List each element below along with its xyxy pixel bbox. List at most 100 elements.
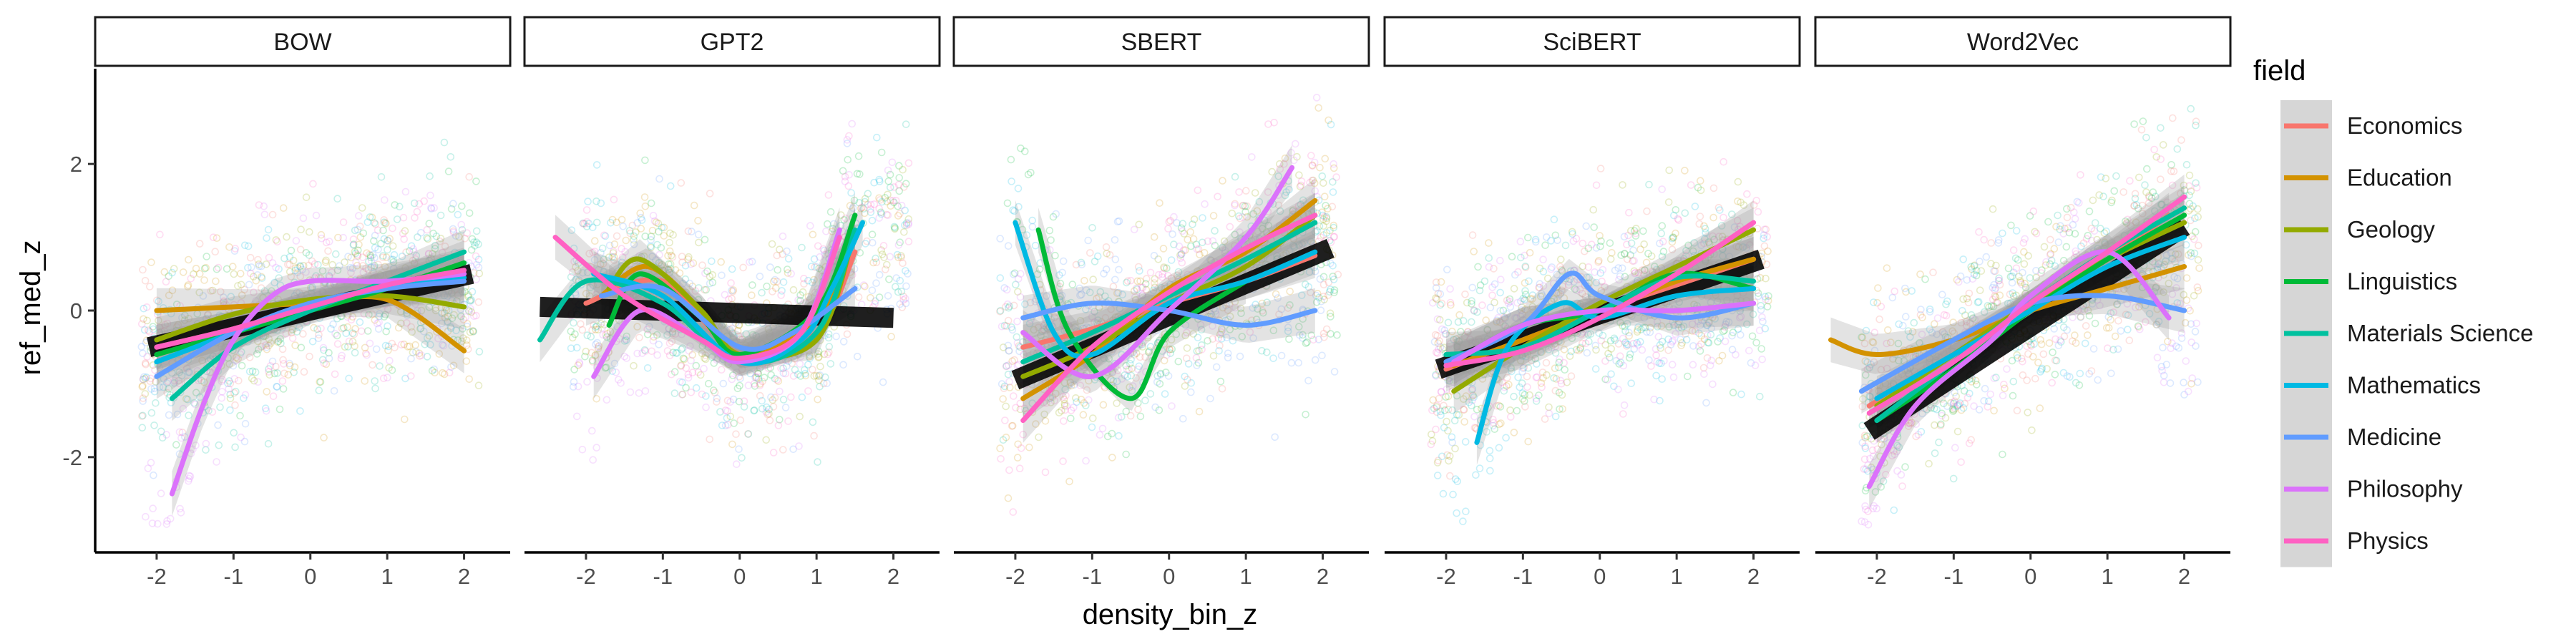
data-point [1607, 345, 1615, 353]
data-point [246, 253, 255, 262]
data-point [2043, 365, 2051, 373]
data-point [255, 260, 263, 268]
data-point [1556, 376, 1565, 385]
data-point [1633, 328, 1641, 336]
data-point [1623, 240, 1631, 249]
data-point [286, 260, 294, 268]
data-point [268, 357, 277, 366]
data-point [758, 288, 766, 297]
data-point [640, 346, 649, 354]
data-point [1495, 401, 1503, 410]
data-point [2182, 274, 2191, 282]
data-point [149, 323, 157, 331]
data-point [380, 235, 389, 243]
data-point [376, 310, 384, 318]
fit-line-philosophy [169, 271, 467, 497]
data-point [238, 361, 246, 370]
data-point [779, 369, 788, 377]
data-point [429, 250, 436, 258]
data-point [1317, 297, 1325, 306]
data-point [1002, 433, 1010, 441]
data-point [253, 350, 261, 358]
data-point [216, 403, 224, 411]
data-point [445, 369, 454, 377]
data-point [1156, 380, 1164, 388]
data-point [139, 375, 147, 384]
data-point [2185, 251, 2192, 259]
data-point [1991, 292, 1999, 300]
data-point [272, 362, 280, 371]
data-point [1095, 293, 1103, 301]
data-point [1664, 346, 1672, 354]
data-point [1281, 191, 1289, 200]
data-point [685, 346, 693, 355]
data-point [997, 322, 1006, 331]
data-point [1432, 371, 1440, 379]
data-point [1503, 361, 1511, 369]
data-point [371, 316, 379, 324]
facet-strip-label: GPT2 [701, 29, 764, 56]
data-point [744, 381, 753, 389]
data-point [735, 397, 743, 406]
data-point [240, 437, 249, 446]
data-point [1629, 257, 1636, 265]
data-point [1430, 338, 1439, 346]
data-point [649, 336, 658, 345]
data-point [1271, 433, 1279, 441]
data-point [2006, 290, 2014, 298]
data-point [1657, 344, 1664, 352]
data-point [897, 287, 906, 296]
data-point [789, 286, 798, 294]
data-point [879, 242, 888, 250]
data-point [709, 386, 718, 394]
data-point [1503, 382, 1511, 390]
data-point [688, 351, 697, 359]
data-point [1597, 336, 1605, 345]
data-point [447, 205, 456, 213]
data-point [436, 237, 444, 245]
data-point [1455, 337, 1463, 346]
data-point [1126, 411, 1135, 420]
data-point [1242, 187, 1250, 195]
data-point [1524, 364, 1533, 372]
data-point [1010, 301, 1018, 310]
data-point [1556, 355, 1563, 364]
plot-area [137, 138, 484, 528]
data-point [572, 263, 580, 271]
data-point [426, 341, 434, 349]
data-point [1307, 331, 1315, 340]
data-point [2052, 223, 2060, 231]
data-point [1170, 240, 1178, 248]
data-point [1478, 375, 1487, 383]
data-point [1209, 335, 1216, 343]
data-point [1874, 284, 1882, 292]
data-point [1082, 401, 1090, 409]
data-point [1077, 258, 1085, 267]
data-point [361, 349, 370, 358]
data-point [1626, 251, 1634, 259]
data-point [1008, 326, 1017, 334]
data-point [1433, 472, 1442, 479]
data-point [362, 264, 370, 273]
data-point [1163, 351, 1171, 359]
data-point [1890, 447, 1898, 455]
data-point [626, 388, 635, 396]
data-point [2187, 379, 2195, 388]
data-point [338, 351, 346, 360]
data-point [240, 286, 248, 294]
data-point [279, 356, 287, 364]
data-point [887, 333, 895, 341]
data-point [1752, 338, 1760, 347]
data-point [449, 361, 458, 370]
data-point [588, 356, 597, 364]
data-point [297, 343, 306, 352]
data-point [1002, 322, 1010, 331]
data-point [1045, 226, 1054, 235]
data-point [863, 237, 871, 245]
data-point [1080, 276, 1088, 285]
data-point [2185, 207, 2193, 215]
data-point [1526, 391, 1533, 399]
data-point [1025, 443, 1033, 452]
data-point [1446, 340, 1455, 348]
data-point [1869, 338, 1878, 347]
